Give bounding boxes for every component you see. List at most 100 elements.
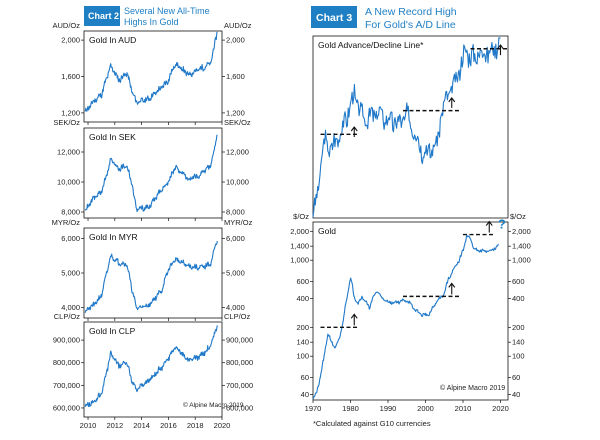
chart2-label-chip (84, 6, 120, 26)
y-tick-label-right: 700,000 (226, 381, 253, 390)
x-tick-label: 2016 (160, 421, 177, 430)
y-tick-label-left: 200 (296, 323, 309, 332)
y-tick-label-left: 40 (301, 390, 309, 399)
up-arrow (350, 126, 358, 137)
y-tick-label-right: 40 (512, 390, 520, 399)
y-unit-label-right: CLP/Oz (224, 312, 251, 321)
panel-title-3: Gold In CLP (89, 326, 136, 336)
y-tick-label-right: 140 (512, 338, 525, 347)
y-tick-label-left: 600,000 (53, 403, 80, 412)
y-tick-label-right: 200 (512, 323, 525, 332)
y-tick-label-right: 1,400 (512, 242, 531, 251)
series-line-2 (84, 240, 218, 313)
y-tick-label-left: 140 (296, 338, 309, 347)
y-tick-label-left: 900,000 (53, 336, 80, 345)
x-tick-label: 2020 (492, 404, 509, 413)
y-tick-label-right: 2,000 (512, 227, 531, 236)
y-tick-label-left: 400 (296, 294, 309, 303)
y-tick-label-right: 4,000 (226, 303, 245, 312)
chart3-subtitle-line1: A New Record High (365, 6, 457, 18)
y-tick-label-left: 10,000 (57, 178, 80, 187)
y-tick-label-left: 2,000 (290, 227, 309, 236)
panel-title-2: Gold In MYR (89, 232, 138, 242)
y-tick-label-right: 1,000 (512, 256, 531, 265)
chart2-footnote: © Alpine Macro 2019 (183, 401, 244, 409)
y-tick-label-left: 1,400 (290, 242, 309, 251)
chart2-subtitle-line1: Several New All-Time (124, 6, 210, 16)
y-unit-label-right: AUD/Oz (224, 21, 252, 30)
y-tick-label-left: 6,000 (61, 234, 80, 243)
series-line-5 (312, 235, 500, 400)
y-tick-label-left: 1,000 (290, 256, 309, 265)
y-tick-label-left: 4,000 (61, 303, 80, 312)
up-arrow (485, 220, 493, 233)
y-tick-label-left: 800,000 (53, 358, 80, 367)
y-tick-label-left: 5,000 (61, 269, 80, 278)
chart-panels: Gold In AUD 1,200 1,200 1,600 1,600 2,000 2,00… (52, 21, 531, 430)
y-unit-label-left: $/Oz (293, 212, 309, 221)
plot-frame-1 (83, 127, 223, 219)
y-tick-label-left: 600 (296, 277, 309, 286)
question-mark: ? (498, 217, 506, 232)
y-tick-label-left: 12,000 (57, 148, 80, 157)
x-tick-label: 1990 (380, 404, 397, 413)
y-unit-label-left: SEK/Oz (53, 118, 80, 127)
up-arrow (350, 313, 358, 326)
y-tick-label-left: 1,600 (61, 72, 80, 81)
y-tick-label-right: 12,000 (226, 148, 249, 157)
x-tick-label: 1970 (305, 404, 322, 413)
x-tick-label: 2010 (455, 404, 472, 413)
y-tick-label-right: 1,600 (226, 72, 245, 81)
y-tick-label-right: 900,000 (226, 336, 253, 345)
y-tick-label-right: 60 (512, 373, 520, 382)
x-tick-label: 2000 (417, 404, 434, 413)
y-tick-label-right: 600 (512, 277, 525, 286)
y-tick-label-right: 1,200 (226, 108, 245, 117)
x-tick-label: 2012 (106, 421, 123, 430)
x-tick-label: 2010 (80, 421, 97, 430)
chart2-subtitle-line2: Highs In Gold (124, 17, 179, 27)
y-tick-label-right: 800,000 (226, 358, 253, 367)
y-tick-label-left: 60 (301, 373, 309, 382)
plot-frame-3 (83, 321, 223, 418)
chart3-subtitle-line2: For Gold's A/D Line (365, 19, 456, 31)
plot-frame-4 (312, 35, 509, 219)
x-tick-label: 1980 (342, 404, 359, 413)
y-tick-label-left: 8,000 (61, 208, 80, 217)
y-tick-label-left: 700,000 (53, 381, 80, 390)
up-arrow (497, 44, 504, 56)
y-unit-label-left: CLP/Oz (54, 312, 81, 321)
y-unit-label-right: MYR/Oz (224, 218, 253, 227)
panel-title-1: Gold In SEK (89, 132, 136, 142)
y-tick-label-right: 10,000 (226, 178, 249, 187)
series-line-1 (84, 134, 218, 213)
chart3-label: Chart 3 (316, 12, 352, 24)
series-line-0 (84, 31, 218, 112)
up-arrow (448, 282, 456, 295)
panel-title-0: Gold In AUD (89, 35, 136, 45)
panel-title-4: Gold Advance/Decline Line* (318, 40, 424, 50)
plot-frame-5 (312, 221, 509, 401)
chart2-label: Chart 2 (88, 11, 119, 21)
y-tick-label-left: 100 (296, 352, 309, 361)
y-tick-label-left: 2,000 (61, 36, 80, 45)
up-arrow (448, 96, 456, 108)
series-line-3 (84, 325, 218, 407)
x-tick-label: 2014 (133, 421, 150, 430)
y-unit-label-right: SEK/Oz (224, 118, 251, 127)
chart3-label-chip (311, 6, 357, 28)
x-tick-label: 2020 (214, 421, 231, 430)
chart3-footnote: *Calculated against G10 currencies (313, 419, 431, 428)
y-tick-label-right: 600,000 (226, 403, 253, 412)
panel-title-5: Gold (318, 226, 336, 236)
y-unit-label-left: AUD/Oz (52, 21, 80, 30)
y-tick-label-right: 8,000 (226, 208, 245, 217)
chart3-copyright: © Alpine Macro 2019 (440, 384, 505, 392)
y-tick-label-right: 5,000 (226, 269, 245, 278)
series-line-4 (312, 37, 501, 218)
y-tick-label-right: 2,000 (226, 36, 245, 45)
y-tick-label-right: 100 (512, 352, 525, 361)
x-tick-label: 2018 (187, 421, 204, 430)
y-unit-label-right: $/Oz (510, 212, 526, 221)
